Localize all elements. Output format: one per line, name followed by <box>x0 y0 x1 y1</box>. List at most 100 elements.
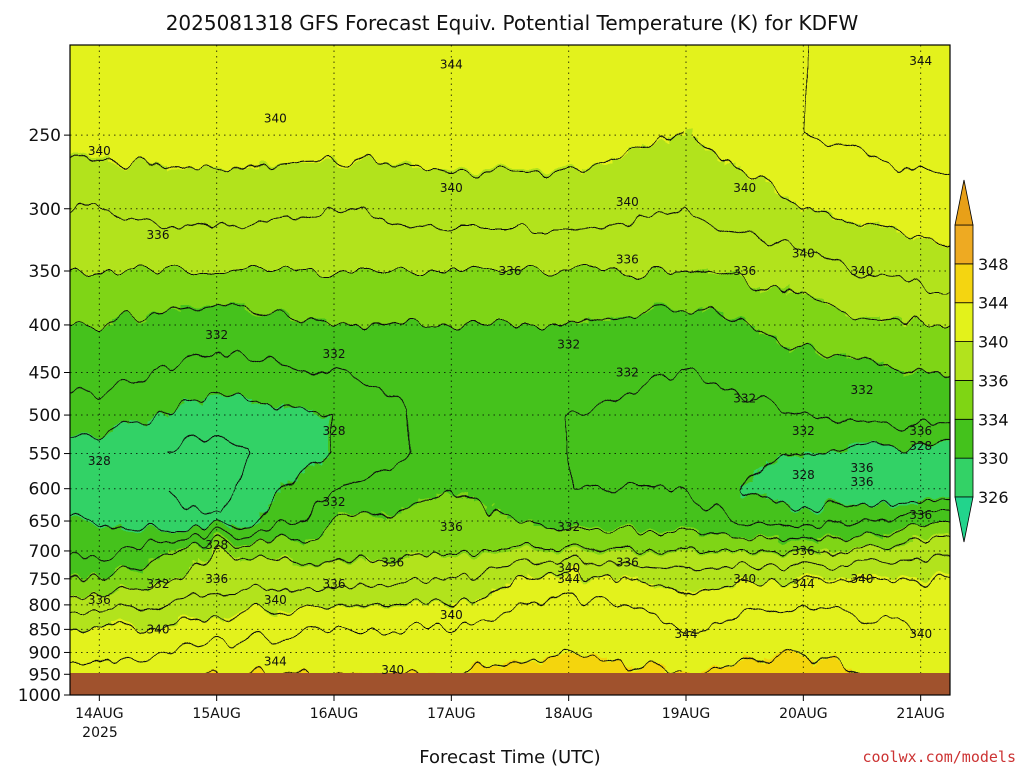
field-cell <box>74 301 83 308</box>
field-cell <box>218 199 227 206</box>
field-cell <box>202 37 211 44</box>
field-cell <box>258 661 267 668</box>
field-cell <box>74 61 83 68</box>
field-cell <box>298 145 307 152</box>
field-cell <box>98 463 107 470</box>
field-cell <box>234 553 243 560</box>
field-cell <box>106 271 115 278</box>
field-cell <box>386 511 395 518</box>
field-cell <box>70 175 75 182</box>
field-cell <box>306 445 315 452</box>
field-cell <box>154 307 163 314</box>
field-cell <box>290 247 299 254</box>
field-cell <box>98 301 107 308</box>
field-cell <box>234 115 243 122</box>
field-cell <box>290 187 299 194</box>
field-cell <box>290 421 299 428</box>
field-cell <box>226 505 235 512</box>
field-cell <box>202 97 211 104</box>
field-cell <box>194 361 203 368</box>
field-cell <box>74 607 83 614</box>
field-cell <box>242 511 251 518</box>
field-cell <box>114 49 123 56</box>
field-cell <box>74 655 83 662</box>
field-cell <box>138 133 147 140</box>
field-cell <box>378 277 387 284</box>
field-cell <box>234 163 243 170</box>
field-cell <box>274 601 283 608</box>
field-cell <box>378 661 387 668</box>
field-cell <box>266 49 275 56</box>
field-cell <box>178 409 187 416</box>
field-cell <box>378 103 387 110</box>
field-cell <box>394 97 403 104</box>
field-cell <box>202 487 211 494</box>
field-cell <box>362 631 371 638</box>
field-cell <box>226 577 235 584</box>
field-cell <box>70 643 75 650</box>
field-cell <box>266 97 275 104</box>
field-cell <box>306 457 315 464</box>
field-cell <box>58 157 67 164</box>
field-cell <box>378 589 387 596</box>
field-cell <box>210 583 219 590</box>
field-cell <box>250 139 259 146</box>
field-cell <box>138 661 147 668</box>
field-cell <box>274 193 283 200</box>
field-cell <box>354 271 363 278</box>
field-cell <box>154 349 163 356</box>
field-cell <box>178 73 187 80</box>
field-cell <box>178 151 187 158</box>
field-cell <box>74 637 83 644</box>
field-cell <box>70 655 75 662</box>
field-cell <box>330 211 339 218</box>
field-cell <box>370 205 379 212</box>
field-cell <box>346 109 355 116</box>
field-cell <box>346 319 355 326</box>
field-cell <box>306 223 315 230</box>
field-cell <box>114 367 123 374</box>
field-cell <box>274 541 283 548</box>
field-cell <box>242 709 251 716</box>
field-cell <box>338 541 347 548</box>
field-cell <box>162 307 171 314</box>
field-cell <box>378 571 387 578</box>
field-cell <box>282 529 291 536</box>
field-cell <box>130 331 139 338</box>
field-cell <box>314 583 323 590</box>
field-cell <box>146 37 155 44</box>
field-cell <box>290 589 299 596</box>
field-cell <box>170 655 179 662</box>
field-cell <box>346 355 355 362</box>
field-cell <box>386 571 395 578</box>
field-cell <box>202 223 211 230</box>
field-cell <box>378 697 387 704</box>
field-cell <box>98 217 107 224</box>
field-cell <box>290 505 299 512</box>
field-cell <box>266 67 275 74</box>
field-cell <box>298 193 307 200</box>
field-cell <box>106 199 115 206</box>
field-cell <box>98 379 107 386</box>
field-cell <box>106 79 115 86</box>
field-cell <box>106 331 115 338</box>
field-cell <box>154 55 163 62</box>
field-cell <box>186 217 195 224</box>
field-cell <box>138 523 147 530</box>
field-cell <box>322 163 331 170</box>
field-cell <box>298 313 307 320</box>
field-cell <box>90 535 99 542</box>
field-cell <box>290 637 299 644</box>
field-cell <box>106 511 115 518</box>
field-cell <box>330 535 339 542</box>
field-cell <box>106 37 115 44</box>
field-cell <box>282 139 291 146</box>
field-cell <box>178 49 187 56</box>
field-cell <box>386 307 395 314</box>
field-cell <box>266 709 275 716</box>
field-cell <box>122 445 131 452</box>
field-cell <box>202 643 211 650</box>
field-cell <box>250 463 259 470</box>
field-cell <box>122 121 131 128</box>
field-cell <box>386 397 395 404</box>
